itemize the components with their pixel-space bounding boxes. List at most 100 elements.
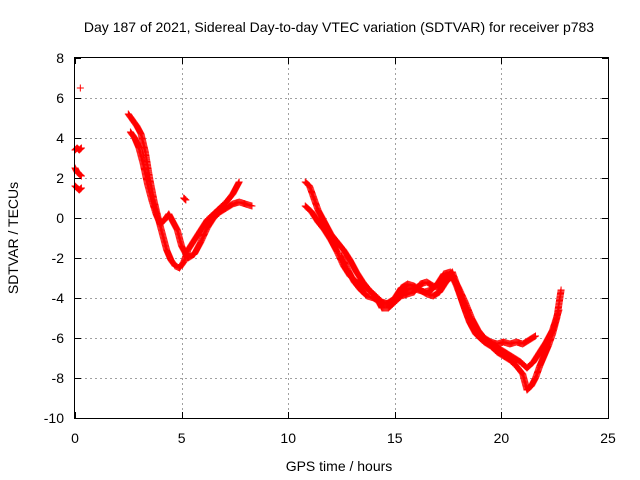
data-point-fill	[531, 333, 539, 341]
x-tick-label: 25	[600, 430, 616, 446]
data-point-fill	[180, 195, 188, 203]
data-point-fill	[129, 131, 137, 139]
data-point-fill	[317, 212, 325, 220]
data-point-fill	[318, 223, 326, 231]
data-point-fill	[332, 246, 340, 254]
data-point-fill	[172, 224, 180, 232]
x-tick-label: 20	[494, 430, 510, 446]
data-point-fill	[305, 206, 313, 214]
y-tick-label: 8	[56, 50, 64, 66]
y-tick-label: 6	[56, 90, 64, 106]
series-arc-3	[71, 182, 85, 194]
data-point-fill	[349, 276, 357, 284]
data-point-fill	[226, 202, 234, 210]
data-point	[77, 144, 85, 152]
y-axis-tick-labels: -10 -8 -6 -4 -2 0 2 4 6 8	[44, 50, 64, 426]
data-point-fill	[355, 283, 363, 291]
series-arc-5	[126, 128, 256, 262]
series-arc-1	[71, 144, 85, 154]
data-point-fill	[247, 202, 255, 210]
data-point	[77, 184, 85, 192]
x-axis-label: GPS time / hours	[286, 458, 393, 474]
data-point-fill	[76, 171, 84, 179]
data-point-fill	[76, 185, 84, 193]
data-point-fill	[227, 201, 235, 209]
data-point-fill	[303, 180, 311, 188]
data-point-fill	[178, 261, 186, 269]
data-point-fill	[326, 234, 334, 242]
data-point-fill	[514, 356, 522, 364]
series-arc-2	[71, 164, 85, 180]
data-point	[182, 196, 190, 204]
data-point-fill	[76, 145, 84, 153]
data-point-fill	[483, 339, 491, 347]
data-point	[76, 84, 84, 92]
data-point-fill	[169, 259, 177, 267]
data-point-fill	[548, 328, 556, 336]
data-point-fill	[525, 384, 533, 392]
data-point-fill	[507, 352, 515, 360]
x-axis-tick-labels: 0 5 10 15 20 25	[71, 430, 616, 446]
data-point-fill	[77, 145, 85, 153]
data-point-fill	[227, 193, 235, 201]
data-point-fill	[522, 338, 530, 346]
data-point-fill	[362, 284, 370, 292]
data-points	[71, 84, 565, 394]
y-tick-label: 2	[56, 170, 64, 186]
data-point-fill	[541, 340, 549, 348]
data-point-fill	[181, 195, 189, 203]
x-tick-label: 5	[178, 430, 186, 446]
y-tick-label: -10	[44, 410, 64, 426]
data-point-fill	[557, 287, 565, 295]
data-point-fill	[338, 243, 345, 251]
data-point-fill	[530, 333, 538, 341]
data-point-fill	[374, 297, 382, 305]
data-point-fill	[431, 282, 439, 290]
y-tick-label: -6	[52, 330, 65, 346]
y-tick-label: -4	[52, 290, 65, 306]
data-point-fill	[495, 344, 503, 352]
x-tick-label: 15	[387, 430, 403, 446]
y-axis-label: SDTVAR / TECUs	[5, 182, 21, 294]
data-point-fill	[482, 338, 490, 346]
data-point-fill	[136, 128, 144, 136]
data-point-fill	[131, 119, 139, 127]
y-tick-label: -8	[52, 370, 65, 386]
data-point-fill	[168, 216, 176, 224]
x-tick-label: 0	[71, 430, 79, 446]
data-point-fill	[196, 240, 204, 248]
data-point-fill	[77, 171, 85, 179]
data-point-fill	[530, 376, 538, 384]
series-outlier-2	[180, 194, 190, 204]
series-arc-6	[301, 178, 540, 348]
data-point-fill	[220, 206, 228, 214]
data-point-fill	[517, 367, 525, 375]
data-point-fill	[322, 220, 330, 228]
data-point-fill	[555, 307, 563, 315]
data-point-fill	[426, 280, 434, 288]
data-point-fill	[77, 185, 85, 193]
y-tick-label: -2	[52, 250, 65, 266]
axis-ticks	[75, 58, 609, 419]
data-point-fill	[234, 180, 242, 188]
plot-frame	[74, 57, 609, 419]
y-tick-label: 4	[56, 130, 64, 146]
data-point-fill	[527, 360, 535, 368]
data-point-fill	[351, 266, 359, 274]
x-tick-label: 10	[280, 430, 296, 446]
chart-title: Day 187 of 2021, Sidereal Day-to-day VTE…	[84, 19, 594, 35]
data-point-fill	[158, 218, 166, 226]
series-arc-8	[338, 252, 563, 372]
y-tick-label: 0	[56, 210, 64, 226]
data-point-fill	[517, 368, 525, 376]
data-point-fill	[399, 288, 407, 296]
series-outlier	[76, 84, 84, 92]
data-point-fill	[400, 287, 408, 295]
data-point-fill	[386, 298, 394, 306]
data-point-fill	[345, 254, 353, 262]
data-point-fill	[235, 179, 243, 187]
data-point-fill	[529, 334, 537, 342]
data-point-fill	[501, 348, 509, 356]
data-point-fill	[373, 296, 381, 304]
